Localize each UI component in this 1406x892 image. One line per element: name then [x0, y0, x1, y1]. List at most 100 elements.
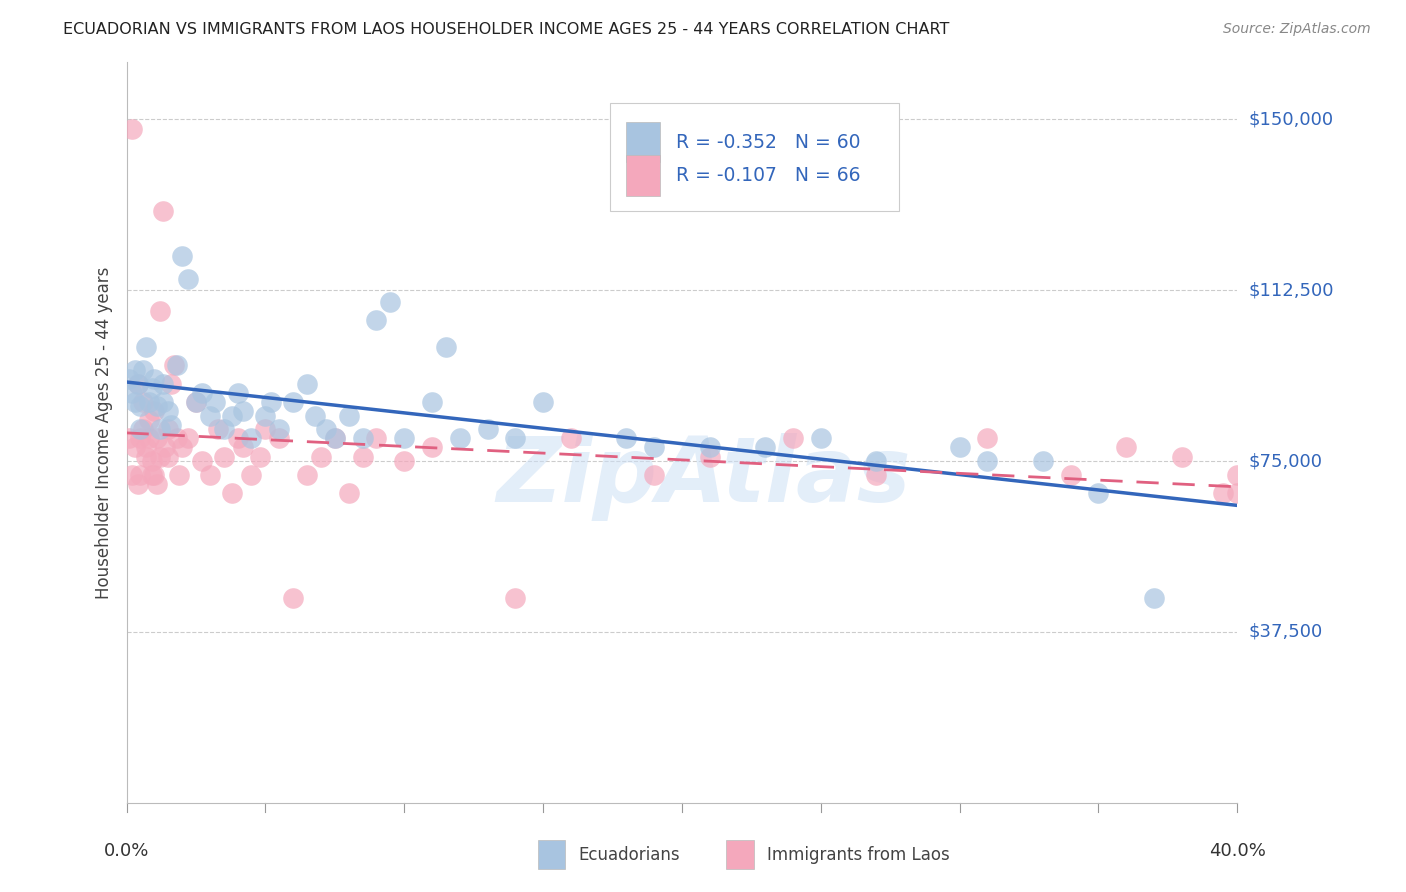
Text: Immigrants from Laos: Immigrants from Laos	[768, 846, 950, 863]
Point	[157, 450, 180, 464]
Point	[118, 431, 141, 445]
Text: $37,500: $37,500	[1249, 623, 1323, 641]
Point	[157, 422, 180, 436]
Point	[1226, 486, 1249, 500]
Point	[976, 454, 998, 468]
Point	[232, 404, 254, 418]
Point	[146, 400, 169, 414]
Point	[129, 467, 152, 482]
Point	[254, 409, 277, 423]
Point	[315, 422, 337, 436]
Point	[394, 431, 416, 445]
Point	[420, 395, 443, 409]
FancyBboxPatch shape	[537, 840, 565, 870]
Text: ZipAtlas: ZipAtlas	[496, 433, 911, 521]
Point	[143, 467, 166, 482]
Text: 0.0%: 0.0%	[104, 842, 149, 860]
FancyBboxPatch shape	[610, 103, 898, 211]
Point	[146, 431, 169, 445]
Point	[143, 372, 166, 386]
Point	[138, 413, 160, 427]
Point	[124, 395, 146, 409]
Point	[149, 303, 172, 318]
Point	[166, 359, 188, 373]
Point	[184, 395, 207, 409]
Point	[155, 441, 177, 455]
Point	[207, 422, 229, 436]
Point	[141, 454, 163, 468]
Point	[149, 450, 172, 464]
Point	[127, 476, 149, 491]
Point	[249, 450, 271, 464]
Point	[699, 450, 721, 464]
Point	[146, 476, 169, 491]
Point	[143, 404, 166, 418]
Text: 40.0%: 40.0%	[1209, 842, 1265, 860]
Point	[141, 381, 163, 395]
Point	[281, 395, 304, 409]
Point	[309, 450, 332, 464]
Point	[810, 431, 832, 445]
Point	[118, 372, 141, 386]
Point	[135, 441, 157, 455]
Point	[304, 409, 326, 423]
FancyBboxPatch shape	[627, 121, 659, 162]
Point	[531, 395, 554, 409]
Point	[1143, 591, 1166, 605]
Point	[865, 454, 887, 468]
Point	[121, 121, 143, 136]
Point	[643, 467, 665, 482]
Point	[380, 294, 402, 309]
Point	[124, 441, 146, 455]
Point	[865, 467, 887, 482]
Point	[1032, 454, 1054, 468]
Text: $75,000: $75,000	[1249, 452, 1323, 470]
Point	[394, 454, 416, 468]
Point	[232, 441, 254, 455]
Point	[163, 359, 186, 373]
Point	[503, 591, 526, 605]
Point	[138, 431, 160, 445]
Point	[254, 422, 277, 436]
Point	[141, 467, 163, 482]
Point	[132, 363, 155, 377]
Point	[138, 395, 160, 409]
Point	[149, 422, 172, 436]
Point	[643, 441, 665, 455]
Point	[121, 467, 143, 482]
Point	[1115, 441, 1137, 455]
Point	[176, 431, 198, 445]
Point	[172, 441, 194, 455]
Point	[166, 431, 188, 445]
Point	[135, 340, 157, 354]
Point	[169, 467, 191, 482]
Point	[157, 404, 180, 418]
Point	[366, 313, 388, 327]
Point	[129, 400, 152, 414]
Point	[614, 431, 637, 445]
Point	[420, 441, 443, 455]
Point	[212, 450, 235, 464]
Point	[434, 340, 457, 354]
Point	[129, 422, 152, 436]
Point	[699, 441, 721, 455]
Point	[948, 441, 970, 455]
Point	[240, 467, 263, 482]
Point	[198, 409, 221, 423]
Point	[127, 376, 149, 391]
Point	[204, 395, 226, 409]
Point	[1226, 467, 1249, 482]
Point	[160, 417, 183, 432]
Point	[124, 363, 146, 377]
Point	[152, 395, 174, 409]
Point	[152, 203, 174, 218]
Point	[152, 376, 174, 391]
Text: $150,000: $150,000	[1249, 111, 1333, 128]
Point	[129, 431, 152, 445]
Point	[1212, 486, 1234, 500]
Point	[1170, 450, 1192, 464]
Text: ECUADORIAN VS IMMIGRANTS FROM LAOS HOUSEHOLDER INCOME AGES 25 - 44 YEARS CORRELA: ECUADORIAN VS IMMIGRANTS FROM LAOS HOUSE…	[63, 22, 949, 37]
Point	[976, 431, 998, 445]
Point	[132, 422, 155, 436]
Point	[240, 431, 263, 445]
